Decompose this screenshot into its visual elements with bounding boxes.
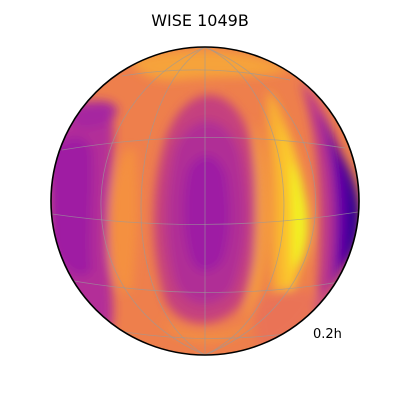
right-yellow-band xyxy=(292,160,309,267)
oval-amber-rim-right xyxy=(245,120,268,320)
longitude-line xyxy=(140,47,206,355)
longitude-line xyxy=(100,47,206,355)
central-dark-oval-core xyxy=(183,155,230,272)
left-dark-band-core xyxy=(51,136,93,276)
plot-title: WISE 1049B xyxy=(151,11,249,30)
brightness-map xyxy=(51,47,359,355)
globe-outline xyxy=(50,46,360,356)
limb-deep xyxy=(332,140,359,268)
longitude-line xyxy=(204,47,285,355)
lower-right-lobe xyxy=(253,289,320,350)
limb-violet xyxy=(318,110,352,290)
latitude-line xyxy=(61,137,346,151)
latitude-line xyxy=(121,69,291,81)
time-label: 0.2h xyxy=(313,327,342,342)
oval-amber-rim-bottom xyxy=(160,320,252,341)
graticule xyxy=(51,47,359,355)
latitude-line xyxy=(111,329,301,339)
latitude-line xyxy=(67,279,341,293)
left-orange-band xyxy=(109,148,138,292)
longitude-line xyxy=(204,47,317,355)
